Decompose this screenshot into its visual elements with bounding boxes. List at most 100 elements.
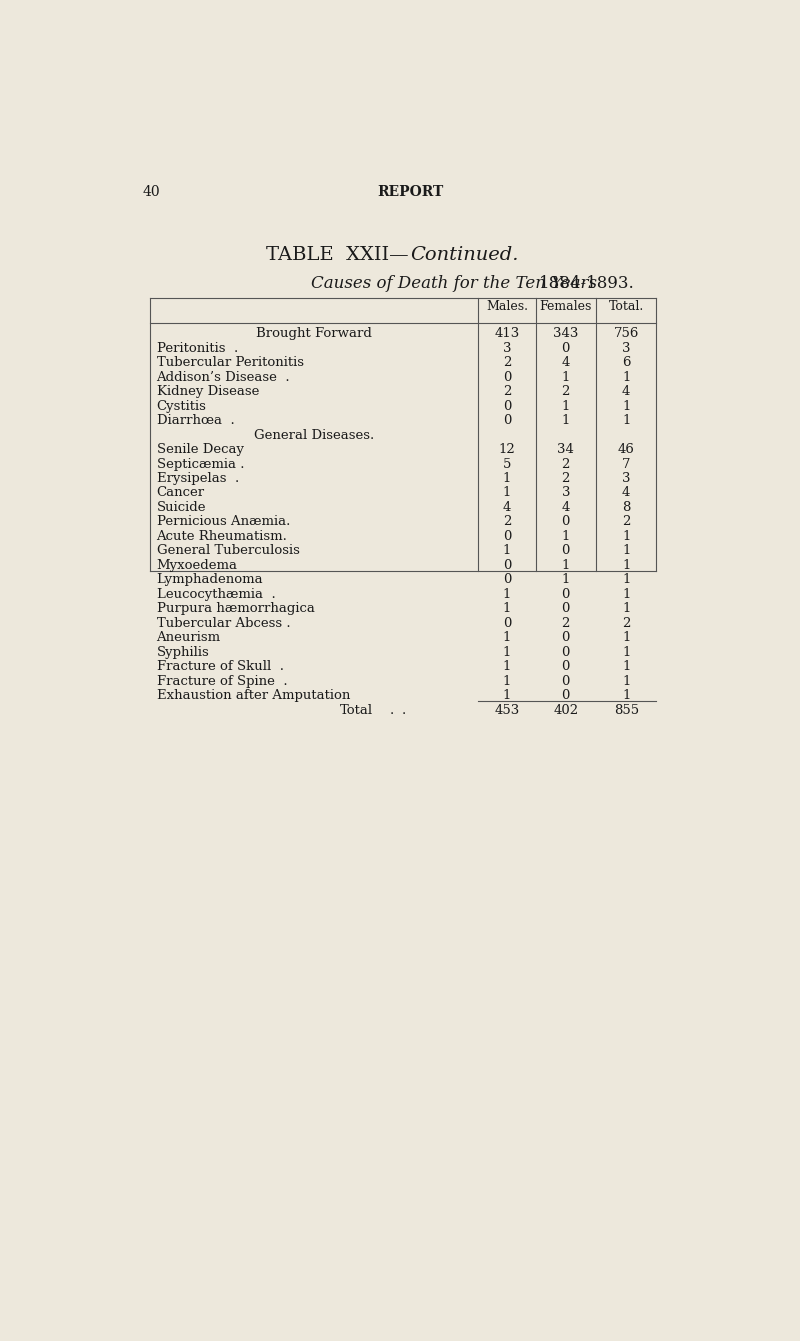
Text: 1: 1 <box>622 689 630 703</box>
Text: Exhaustion after Amputation: Exhaustion after Amputation <box>157 689 350 703</box>
Text: Septicæmia .: Septicæmia . <box>157 457 244 471</box>
Text: Purpura hæmorrhagica: Purpura hæmorrhagica <box>157 602 314 616</box>
Text: 2: 2 <box>502 357 511 369</box>
Text: 0: 0 <box>502 414 511 426</box>
Text: REPORT: REPORT <box>377 185 443 198</box>
Text: Tubercular Abcess .: Tubercular Abcess . <box>157 617 290 630</box>
Text: 4: 4 <box>622 385 630 398</box>
Text: 1: 1 <box>562 574 570 586</box>
Text: 1: 1 <box>622 544 630 558</box>
Text: Kidney Disease: Kidney Disease <box>157 385 259 398</box>
Text: Lymphadenoma: Lymphadenoma <box>157 574 263 586</box>
Text: Males.: Males. <box>486 300 528 314</box>
Text: 1: 1 <box>622 602 630 616</box>
Text: 2: 2 <box>562 385 570 398</box>
Text: .: . <box>390 704 394 716</box>
Text: 2: 2 <box>562 617 570 630</box>
Text: Total: Total <box>340 704 374 716</box>
Text: 2: 2 <box>562 472 570 485</box>
Text: 3: 3 <box>622 472 630 485</box>
Text: 0: 0 <box>502 370 511 384</box>
Text: 1: 1 <box>622 414 630 426</box>
Text: 0: 0 <box>502 400 511 413</box>
Text: 1: 1 <box>622 587 630 601</box>
Text: Suicide: Suicide <box>157 502 206 514</box>
Text: 4: 4 <box>622 487 630 499</box>
Text: Females: Females <box>539 300 592 314</box>
Text: 6: 6 <box>622 357 630 369</box>
Text: 4: 4 <box>562 357 570 369</box>
Text: Acute Rheumatism.: Acute Rheumatism. <box>157 530 287 543</box>
Text: Aneurism: Aneurism <box>157 632 221 644</box>
Text: 0: 0 <box>562 544 570 558</box>
Text: Fracture of Skull  .: Fracture of Skull . <box>157 660 283 673</box>
Text: 2: 2 <box>562 457 570 471</box>
Text: Leucocythæmia  .: Leucocythæmia . <box>157 587 275 601</box>
Text: 1: 1 <box>502 646 511 658</box>
Text: Cystitis: Cystitis <box>157 400 206 413</box>
Text: 0: 0 <box>562 342 570 355</box>
Text: 1: 1 <box>622 660 630 673</box>
Text: 756: 756 <box>614 327 639 341</box>
Text: 1: 1 <box>562 414 570 426</box>
Text: 1: 1 <box>502 602 511 616</box>
Text: 402: 402 <box>554 704 578 716</box>
Text: 1: 1 <box>622 530 630 543</box>
Text: 12: 12 <box>498 443 515 456</box>
Text: 3: 3 <box>622 342 630 355</box>
Text: Tubercular Peritonitis: Tubercular Peritonitis <box>157 357 303 369</box>
Text: 1: 1 <box>622 370 630 384</box>
Text: Addison’s Disease  .: Addison’s Disease . <box>157 370 290 384</box>
Text: General Diseases.: General Diseases. <box>254 429 374 441</box>
Text: 5: 5 <box>502 457 511 471</box>
Text: 1: 1 <box>562 559 570 571</box>
Text: 1: 1 <box>562 400 570 413</box>
Text: 1: 1 <box>502 487 511 499</box>
Text: 1: 1 <box>622 400 630 413</box>
Text: 34: 34 <box>558 443 574 456</box>
Text: General Tuberculosis: General Tuberculosis <box>157 544 299 558</box>
Text: 1: 1 <box>502 587 511 601</box>
Text: 1: 1 <box>622 559 630 571</box>
Text: Myxoedema: Myxoedema <box>157 559 238 571</box>
Text: 0: 0 <box>562 675 570 688</box>
Text: 0: 0 <box>502 574 511 586</box>
Text: Senile Decay: Senile Decay <box>157 443 243 456</box>
Text: Brought Forward: Brought Forward <box>256 327 372 341</box>
Text: 1: 1 <box>622 632 630 644</box>
Text: 40: 40 <box>142 185 160 198</box>
Text: 4: 4 <box>562 502 570 514</box>
Text: 7: 7 <box>622 457 630 471</box>
Text: .: . <box>402 704 406 716</box>
Text: 0: 0 <box>502 617 511 630</box>
Text: 0: 0 <box>562 515 570 528</box>
Text: 2: 2 <box>502 385 511 398</box>
Text: 855: 855 <box>614 704 638 716</box>
Text: Fracture of Spine  .: Fracture of Spine . <box>157 675 287 688</box>
Text: 1: 1 <box>502 472 511 485</box>
Text: 1: 1 <box>502 689 511 703</box>
Text: 0: 0 <box>562 632 570 644</box>
Text: 0: 0 <box>562 660 570 673</box>
Text: 1884-1893.: 1884-1893. <box>538 275 634 292</box>
Text: Pernicious Anæmia.: Pernicious Anæmia. <box>157 515 290 528</box>
Text: Causes of Death for the Ten Years: Causes of Death for the Ten Years <box>310 275 597 292</box>
Text: 0: 0 <box>562 646 570 658</box>
Text: 1: 1 <box>502 675 511 688</box>
Text: 1: 1 <box>562 370 570 384</box>
Text: 0: 0 <box>562 587 570 601</box>
Text: 0: 0 <box>562 602 570 616</box>
Text: Syphilis: Syphilis <box>157 646 210 658</box>
Text: Total.: Total. <box>609 300 644 314</box>
Text: 1: 1 <box>502 660 511 673</box>
Text: TABLE  XXII—: TABLE XXII— <box>266 247 409 264</box>
Text: 343: 343 <box>553 327 578 341</box>
Text: Cancer: Cancer <box>157 487 205 499</box>
Text: 453: 453 <box>494 704 519 716</box>
Text: 1: 1 <box>622 574 630 586</box>
Text: 1: 1 <box>622 646 630 658</box>
Text: 3: 3 <box>562 487 570 499</box>
Text: Continued.: Continued. <box>410 247 518 264</box>
Text: 0: 0 <box>502 530 511 543</box>
Text: 2: 2 <box>622 515 630 528</box>
